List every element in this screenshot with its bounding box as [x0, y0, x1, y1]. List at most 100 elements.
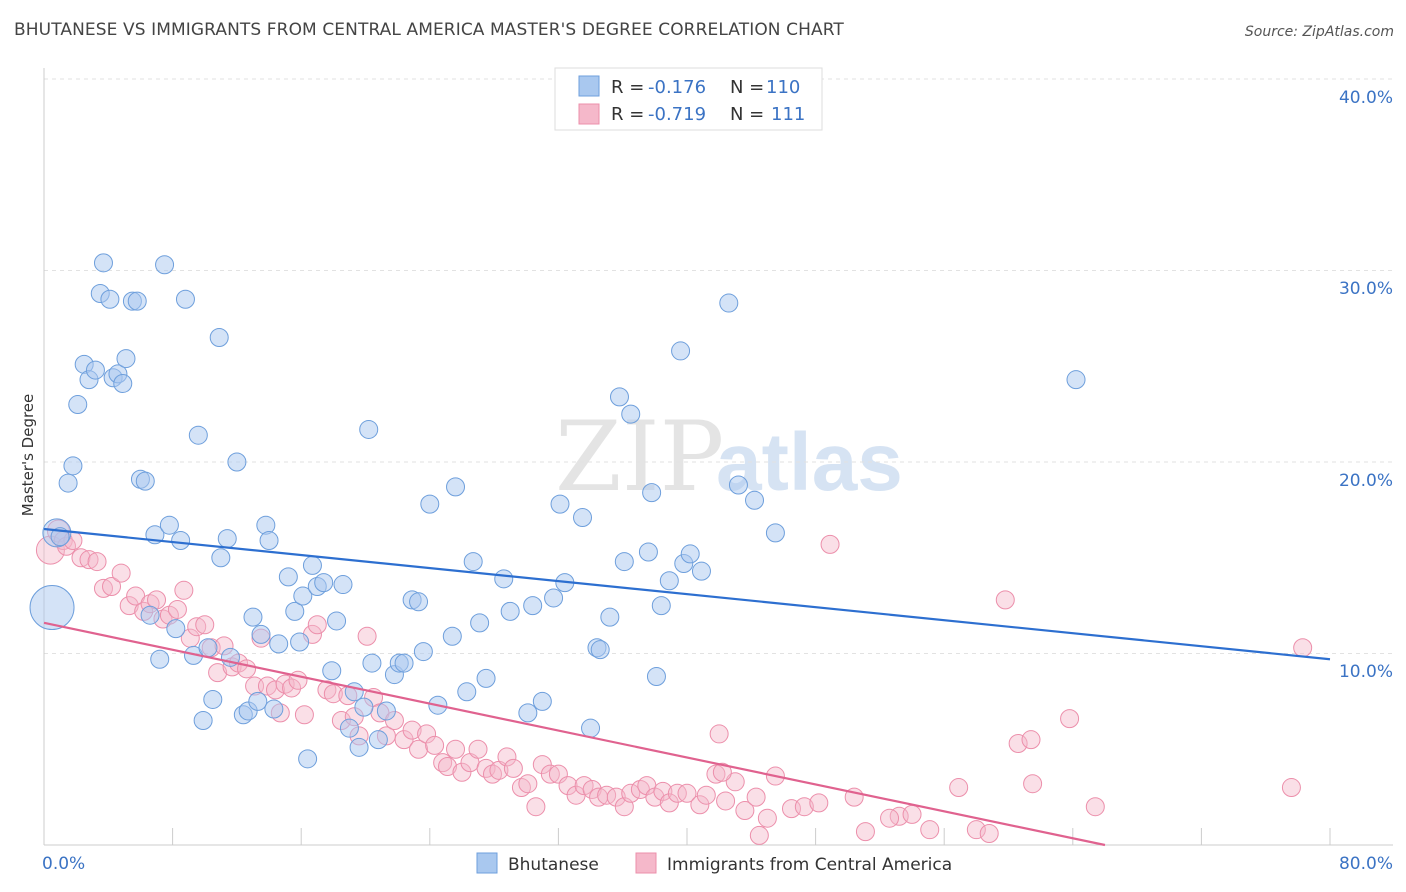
pink-point: [437, 756, 457, 776]
legend-n-label-pink: N =: [730, 104, 764, 125]
bottom-legend-label-blue: Bhutanese: [508, 855, 599, 875]
blue-point: [745, 490, 765, 510]
bottom-legend-swatch-blue: [476, 852, 498, 874]
gridlines: [44, 78, 1393, 654]
blue-point: [442, 626, 462, 646]
blue-point: [29, 585, 75, 631]
pink-point: [174, 580, 194, 600]
blue-point: [278, 567, 298, 587]
chart-title: BHUTANESE VS IMMIGRANTS FROM CENTRAL AME…: [14, 20, 844, 40]
pink-point: [167, 599, 187, 619]
source-label: Source: ZipAtlas.com: [1244, 24, 1394, 40]
legend-n-value-pink: 111: [771, 104, 805, 125]
blue-point: [518, 703, 538, 723]
pink-point: [468, 739, 488, 759]
pink-point: [709, 724, 729, 744]
blue-point: [573, 508, 593, 528]
legend-r-value-blue: -0.176: [648, 77, 706, 98]
blue-point: [376, 701, 396, 721]
blue-point: [691, 561, 711, 581]
blue-point: [368, 730, 388, 750]
blue-point: [354, 697, 374, 717]
pink-point: [503, 758, 523, 778]
blue-point: [188, 425, 208, 445]
blue-point: [651, 596, 671, 616]
blue-point: [394, 653, 414, 673]
blue-point: [113, 373, 133, 393]
blue-point: [581, 718, 601, 738]
blue-point: [463, 552, 483, 572]
blue-point: [63, 456, 83, 476]
pink-point: [1021, 730, 1041, 750]
y-tick-label-20: 20.0%: [1339, 471, 1393, 491]
blue-point: [523, 596, 543, 616]
blue-point: [58, 473, 78, 493]
pink-point: [855, 822, 875, 842]
blue-point: [327, 611, 347, 631]
pink-point: [425, 735, 445, 755]
pink-point: [540, 764, 560, 784]
pink-point: [659, 793, 679, 813]
pink-point: [195, 615, 215, 635]
bottom-legend-swatch-pink: [635, 852, 657, 874]
blue-point: [446, 477, 466, 497]
blue-point: [175, 289, 195, 309]
pink-point: [746, 787, 766, 807]
pink-point: [1281, 778, 1301, 798]
blue-point: [609, 387, 629, 407]
blue-point: [1066, 370, 1086, 390]
blue-point: [243, 607, 263, 627]
pink-point: [71, 548, 91, 568]
blue-point: [198, 638, 218, 658]
blue-point: [166, 619, 186, 639]
trend-lines: [43, 527, 1331, 847]
blue-point: [68, 395, 88, 415]
legend-n-label-blue: N =: [730, 77, 764, 98]
legend-n-value-blue: 110: [766, 77, 800, 98]
blue-point: [269, 634, 289, 654]
pink-point: [749, 825, 769, 845]
blue-point: [248, 691, 268, 711]
blue-point: [285, 601, 305, 621]
pink-point: [735, 801, 755, 821]
pink-point: [237, 659, 257, 679]
blue-point: [500, 601, 520, 621]
y-axis-label: Master's Degree: [19, 394, 37, 517]
blue-point: [476, 668, 496, 688]
y-tick-label-10: 10.0%: [1339, 662, 1393, 682]
blue-point: [362, 653, 382, 673]
pink-point: [394, 730, 414, 750]
blue-point: [150, 649, 170, 669]
blue-point: [470, 613, 490, 633]
pink-point: [558, 776, 578, 796]
legend-r-label-pink: R =: [611, 104, 644, 125]
y-tick-label-40: 40.0%: [1339, 88, 1393, 108]
blue-point: [217, 529, 237, 549]
blue-point: [259, 531, 279, 551]
pink-point: [809, 793, 829, 813]
blue-point: [116, 349, 136, 369]
stats-legend: R = -0.176 N = 110 R = -0.719 N = 111: [554, 67, 823, 131]
pink-point: [653, 781, 673, 801]
pink-point: [995, 590, 1015, 610]
pink-point: [606, 787, 626, 807]
pink-point: [526, 797, 546, 817]
pink-point: [902, 804, 922, 824]
blue-point: [659, 571, 679, 591]
pink-point: [87, 552, 107, 572]
blue-point: [159, 515, 179, 535]
blue-point: [85, 360, 105, 380]
pink-point: [696, 785, 716, 805]
blue-point: [544, 588, 564, 608]
pink-point: [757, 808, 777, 828]
pink-point: [949, 778, 969, 798]
pink-point: [417, 724, 437, 744]
blue-point: [457, 682, 477, 702]
x-tick-label-min: 0.0%: [42, 854, 85, 874]
blue-point: [209, 328, 229, 348]
pink-point: [323, 684, 343, 704]
blue-point: [600, 607, 620, 627]
pink-point: [119, 596, 139, 616]
pink-point: [712, 762, 732, 782]
